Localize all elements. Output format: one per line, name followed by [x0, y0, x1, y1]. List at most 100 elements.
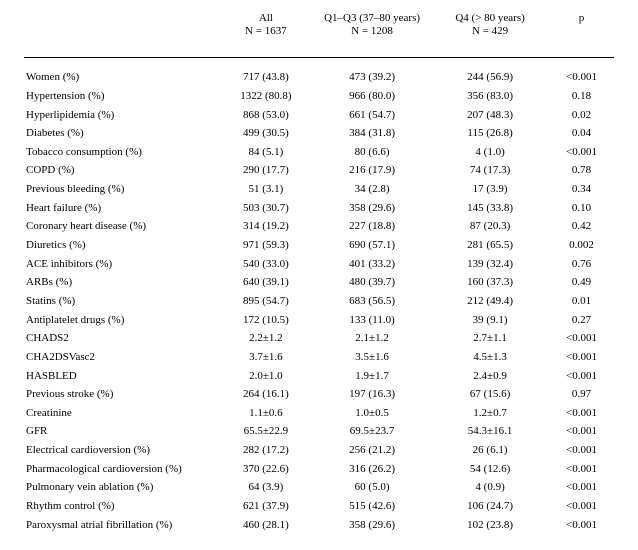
cell-q13: 515 (42.6)	[313, 497, 431, 516]
cell-p: <0.001	[549, 348, 614, 367]
cell-label: Hyperlipidemia (%)	[24, 106, 219, 125]
cell-label: HASBLED	[24, 367, 219, 386]
cell-q4: 4.5±1.3	[431, 348, 549, 367]
cell-label: Electrical cardioversion (%)	[24, 441, 219, 460]
cell-q13: 384 (31.8)	[313, 124, 431, 143]
cell-q4: 1.2±0.7	[431, 404, 549, 423]
cell-p: 0.97	[549, 385, 614, 404]
table-row: Pharmacological cardioversion (%)370 (22…	[24, 460, 614, 479]
cell-p: <0.001	[549, 422, 614, 441]
rule-above-body	[24, 57, 614, 58]
table-row: COPD (%)290 (17.7)216 (17.9)74 (17.3)0.7…	[24, 161, 614, 180]
cell-q13: 690 (57.1)	[313, 236, 431, 255]
cell-q13: 3.5±1.6	[313, 348, 431, 367]
cell-q13: 80 (6.6)	[313, 143, 431, 162]
cell-all: 895 (54.7)	[219, 292, 313, 311]
cell-q13: 1.0±0.5	[313, 404, 431, 423]
cell-q4: 2.7±1.1	[431, 329, 549, 348]
cell-label: Coronary heart disease (%)	[24, 217, 219, 236]
cell-q13: 197 (16.3)	[313, 385, 431, 404]
cell-label: Tobacco consumption (%)	[24, 143, 219, 162]
cell-p: <0.001	[549, 329, 614, 348]
cell-all: 2.0±1.0	[219, 367, 313, 386]
cell-all: 868 (53.0)	[219, 106, 313, 125]
cell-q13: 473 (39.2)	[313, 68, 431, 87]
cell-q13: 227 (18.8)	[313, 217, 431, 236]
table-row: GFR65.5±22.969.5±23.754.3±16.1<0.001	[24, 422, 614, 441]
cell-label: Hypertension (%)	[24, 87, 219, 106]
table-row: Diabetes (%)499 (30.5)384 (31.8)115 (26.…	[24, 124, 614, 143]
cell-p: <0.001	[549, 497, 614, 516]
cell-q13: 69.5±23.7	[313, 422, 431, 441]
cell-q13: 358 (29.6)	[313, 516, 431, 535]
cell-label: Previous stroke (%)	[24, 385, 219, 404]
cell-q4: 356 (83.0)	[431, 87, 549, 106]
cell-q13: 480 (39.7)	[313, 273, 431, 292]
cell-q13: 401 (33.2)	[313, 255, 431, 274]
cell-label: Heart failure (%)	[24, 199, 219, 218]
cell-q4: 106 (24.7)	[431, 497, 549, 516]
table-row: Hypertension (%)1322 (80.8)966 (80.0)356…	[24, 87, 614, 106]
cell-label: Statins (%)	[24, 292, 219, 311]
cell-q4: 212 (49.4)	[431, 292, 549, 311]
cell-p: <0.001	[549, 478, 614, 497]
table-row: Pulmonary vein ablation (%)64 (3.9)60 (5…	[24, 478, 614, 497]
cell-q13: 316 (26.2)	[313, 460, 431, 479]
table-row: Tobacco consumption (%)84 (5.1)80 (6.6)4…	[24, 143, 614, 162]
cell-q4: 281 (65.5)	[431, 236, 549, 255]
table-row: Diuretics (%)971 (59.3)690 (57.1)281 (65…	[24, 236, 614, 255]
cell-p: 0.02	[549, 106, 614, 125]
col-header-q13: Q1–Q3 (37–80 years) N = 1208	[313, 12, 431, 51]
cell-p: 0.18	[549, 87, 614, 106]
table-row: Women (%)717 (43.8)473 (39.2)244 (56.9)<…	[24, 68, 614, 87]
cell-label: CHA2DSVasc2	[24, 348, 219, 367]
cell-label: COPD (%)	[24, 161, 219, 180]
cell-q4: 102 (23.8)	[431, 516, 549, 535]
cell-label: GFR	[24, 422, 219, 441]
table-row: Previous stroke (%)264 (16.1)197 (16.3)6…	[24, 385, 614, 404]
table-header: All N = 1637 Q1–Q3 (37–80 years) N = 120…	[24, 12, 614, 51]
table-row: Paroxysmal atrial fibrillation (%)460 (2…	[24, 516, 614, 535]
cell-p: 0.04	[549, 124, 614, 143]
cell-p: 0.10	[549, 199, 614, 218]
table-row: Statins (%)895 (54.7)683 (56.5)212 (49.4…	[24, 292, 614, 311]
cell-q4: 39 (9.1)	[431, 311, 549, 330]
cell-label: Pharmacological cardioversion (%)	[24, 460, 219, 479]
cell-p: 0.34	[549, 180, 614, 199]
cell-p: <0.001	[549, 441, 614, 460]
baseline-characteristics-table: All N = 1637 Q1–Q3 (37–80 years) N = 120…	[24, 12, 614, 534]
cell-q13: 60 (5.0)	[313, 478, 431, 497]
table-row: Rhythm control (%)621 (37.9)515 (42.6)10…	[24, 497, 614, 516]
cell-label: Previous bleeding (%)	[24, 180, 219, 199]
col-header-q13-sub: N = 1208	[313, 25, 431, 38]
cell-p: 0.49	[549, 273, 614, 292]
col-header-all-sub: N = 1637	[219, 25, 313, 38]
cell-p: <0.001	[549, 143, 614, 162]
cell-label: Rhythm control (%)	[24, 497, 219, 516]
cell-q4: 17 (3.9)	[431, 180, 549, 199]
col-header-q4-sub: N = 429	[431, 25, 549, 38]
cell-q4: 244 (56.9)	[431, 68, 549, 87]
col-header-p: p	[549, 12, 614, 51]
cell-label: Diuretics (%)	[24, 236, 219, 255]
cell-all: 460 (28.1)	[219, 516, 313, 535]
cell-all: 503 (30.7)	[219, 199, 313, 218]
cell-p: <0.001	[549, 404, 614, 423]
cell-p: <0.001	[549, 367, 614, 386]
cell-label: ACE inhibitors (%)	[24, 255, 219, 274]
cell-all: 290 (17.7)	[219, 161, 313, 180]
cell-q4: 4 (0.9)	[431, 478, 549, 497]
cell-all: 172 (10.5)	[219, 311, 313, 330]
cell-q4: 54 (12.6)	[431, 460, 549, 479]
cell-all: 717 (43.8)	[219, 68, 313, 87]
cell-q13: 34 (2.8)	[313, 180, 431, 199]
table-row: Coronary heart disease (%)314 (19.2)227 …	[24, 217, 614, 236]
table-row: HASBLED2.0±1.01.9±1.72.4±0.9<0.001	[24, 367, 614, 386]
cell-q13: 683 (56.5)	[313, 292, 431, 311]
cell-q4: 87 (20.3)	[431, 217, 549, 236]
cell-label: Women (%)	[24, 68, 219, 87]
cell-all: 370 (22.6)	[219, 460, 313, 479]
cell-q4: 74 (17.3)	[431, 161, 549, 180]
cell-p: 0.78	[549, 161, 614, 180]
cell-q13: 2.1±1.2	[313, 329, 431, 348]
